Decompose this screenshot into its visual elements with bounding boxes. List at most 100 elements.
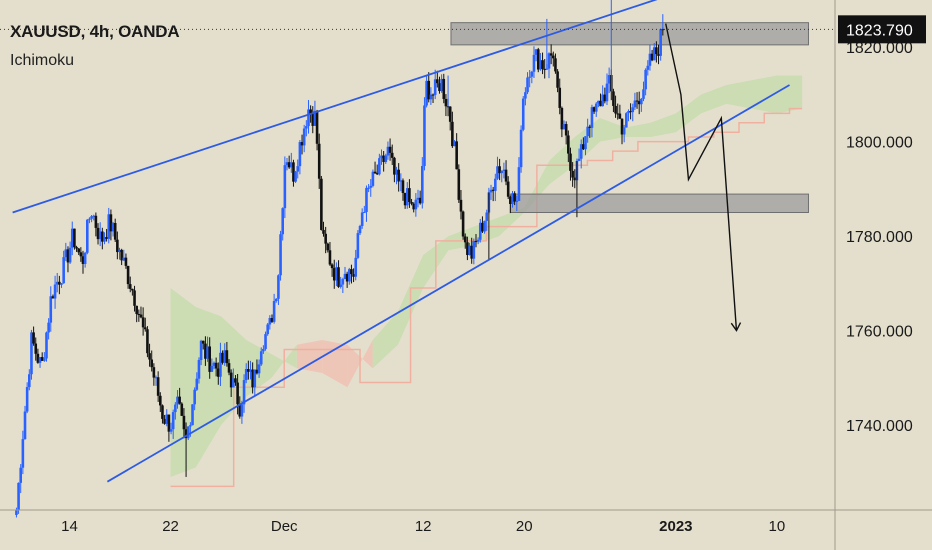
time-tick-label: 14 <box>61 518 78 535</box>
candle-body <box>326 243 330 251</box>
candle-body <box>461 211 465 237</box>
candle-body <box>584 136 587 150</box>
cloud-segment <box>625 122 651 137</box>
candle-body <box>661 29 665 31</box>
candle-body <box>131 288 134 291</box>
candle-body <box>287 162 291 168</box>
candle-body <box>633 100 637 108</box>
candle-body <box>58 281 61 285</box>
candle-body <box>363 212 366 214</box>
candle-body <box>481 222 484 232</box>
candle-body <box>579 144 583 159</box>
candle-body <box>311 113 315 126</box>
candle-body <box>496 166 499 179</box>
candle-body <box>410 201 413 204</box>
time-axis[interactable]: 14 22 Dec 12 20 2023 10 <box>61 518 785 535</box>
candle-body <box>122 257 126 261</box>
candle-body <box>358 226 362 234</box>
candle-body <box>418 197 422 204</box>
candle-body <box>451 121 454 147</box>
indicator-label[interactable]: Ichimoku <box>10 52 75 69</box>
candle-body <box>180 403 184 416</box>
price-tick-label: 1740.000 <box>846 418 913 435</box>
candle-body <box>47 322 50 333</box>
candle-body <box>139 314 143 318</box>
wedge-trendlines[interactable] <box>12 0 790 483</box>
candle-body <box>592 107 596 112</box>
candle-body <box>612 91 615 106</box>
candle-body <box>504 169 508 182</box>
candle-body <box>455 141 458 170</box>
candle-body <box>371 171 375 186</box>
cloud-segment <box>195 306 222 468</box>
candle-body <box>388 146 392 153</box>
candle-body <box>500 170 504 174</box>
cloud-segment <box>650 113 676 137</box>
candle-body <box>109 214 113 232</box>
candle-body <box>184 429 188 439</box>
candle-body <box>146 329 149 354</box>
candle-body <box>324 233 327 244</box>
price-axis[interactable]: USD1740.0001760.0001780.0001800.0001820.… <box>838 15 926 435</box>
candle-body <box>440 78 443 92</box>
candle-body <box>519 129 523 168</box>
candle-body <box>532 54 536 72</box>
candle-body <box>650 53 654 61</box>
candle-body <box>135 305 138 314</box>
candle-body <box>631 107 635 113</box>
candle-body <box>186 426 190 439</box>
candle-body <box>182 415 186 430</box>
cloud-segment <box>347 340 373 388</box>
candle-body <box>393 157 396 175</box>
candle-body <box>607 75 611 84</box>
candle-body <box>75 247 78 249</box>
candle-body <box>560 107 564 130</box>
candle-body <box>517 167 521 201</box>
candle-body <box>300 142 304 146</box>
candle-body <box>195 378 199 390</box>
candle-body <box>502 169 506 171</box>
candle-body <box>193 389 196 405</box>
candle-body <box>249 369 252 372</box>
candle-body <box>154 377 158 379</box>
candle-body <box>266 324 269 335</box>
projection-path[interactable] <box>665 23 742 332</box>
candle-body <box>257 364 261 374</box>
candle-body <box>347 269 351 282</box>
candle-body <box>551 55 555 59</box>
candle-body <box>45 332 48 359</box>
candle-body <box>294 171 297 182</box>
candle-body <box>603 94 607 102</box>
candle-body <box>285 162 289 166</box>
candle-body <box>277 275 280 299</box>
candle-body <box>272 301 276 322</box>
candle-body <box>582 144 585 150</box>
candle-body <box>176 396 179 405</box>
candle-body <box>588 126 592 128</box>
candle-body <box>412 203 416 210</box>
candle-body <box>401 180 405 193</box>
candle-body <box>547 53 551 69</box>
candle-body <box>616 113 620 115</box>
candle-body <box>25 387 29 412</box>
candle-body <box>421 166 424 204</box>
support-resistance-zones[interactable] <box>450 22 809 213</box>
candle-body <box>208 346 211 372</box>
cloud-segment <box>170 288 196 477</box>
candle-body <box>150 359 154 368</box>
cloud-segment <box>372 311 398 369</box>
candle-body <box>332 268 336 281</box>
candle-body <box>96 227 100 240</box>
candle-body <box>111 222 115 232</box>
candle-body <box>34 343 38 354</box>
candle-body <box>212 362 216 366</box>
symbol-title[interactable]: XAUUSD, 4h, OANDA <box>10 22 180 41</box>
candle-body <box>242 380 246 405</box>
candle-body <box>399 180 403 182</box>
candle-body <box>466 242 469 256</box>
candle-body <box>94 215 98 228</box>
candle-body <box>204 343 207 359</box>
candlestick-series <box>15 0 665 518</box>
